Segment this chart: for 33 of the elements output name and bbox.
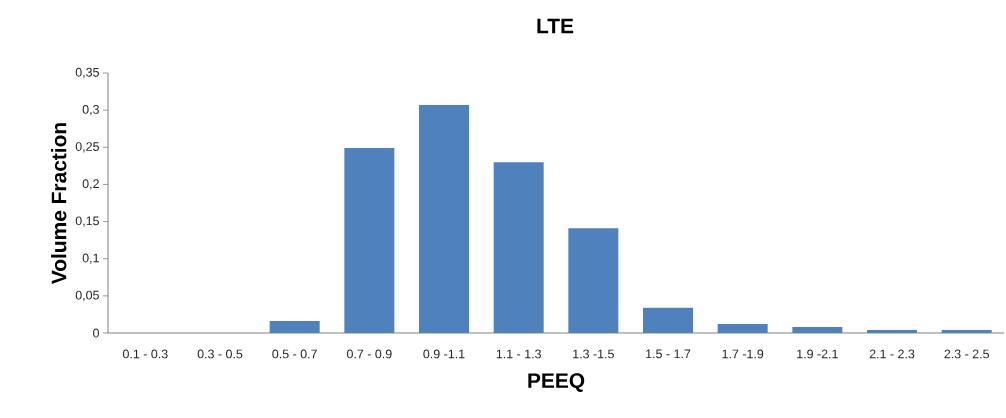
- x-axis-title: PEEQ: [528, 373, 585, 392]
- y-tick-label: 0: [93, 328, 99, 338]
- chart-title: LTE: [537, 18, 574, 34]
- y-tick-label: 0,3: [82, 105, 99, 116]
- bar: [867, 330, 918, 333]
- bar: [568, 228, 619, 333]
- y-axis-title: Volume Fraction: [51, 123, 67, 285]
- y-tick-label: 0,2: [82, 179, 99, 190]
- y-tick-label: 0,25: [75, 142, 99, 153]
- y-tick-label: 0,1: [82, 253, 99, 264]
- bar: [717, 324, 768, 333]
- bar: [792, 327, 843, 333]
- y-tick-label: 0,35: [75, 67, 99, 79]
- x-tick-label: 1.3 -1.5: [573, 349, 614, 359]
- bar: [941, 330, 992, 333]
- x-tick-label: 1.5 - 1.7: [646, 349, 691, 359]
- x-tick-label: 2.1 - 2.3: [869, 349, 915, 359]
- x-tick-label: 0.7 - 0.9: [346, 349, 392, 359]
- x-tick-label: 0.9 -1.1: [423, 349, 465, 359]
- x-tick-label: 0.5 - 0.7: [272, 349, 317, 359]
- bar: [643, 307, 694, 333]
- x-tick-label: 0.3 - 0.5: [197, 349, 243, 359]
- x-tick-label: 2.3 - 2.5: [944, 349, 989, 359]
- x-tick-label: 0.1 - 0.3: [122, 349, 168, 359]
- x-tick-label: 1.1 - 1.3: [496, 349, 541, 359]
- y-tick-label: 0,15: [75, 216, 99, 227]
- bar: [493, 162, 544, 333]
- bar: [344, 148, 395, 333]
- bar: [269, 321, 320, 333]
- bar: [419, 104, 470, 333]
- x-tick-label: 1.9 -2.1: [797, 349, 838, 359]
- y-tick-label: 0,05: [75, 290, 99, 301]
- x-tick-label: 1.7 -1.9: [722, 349, 764, 359]
